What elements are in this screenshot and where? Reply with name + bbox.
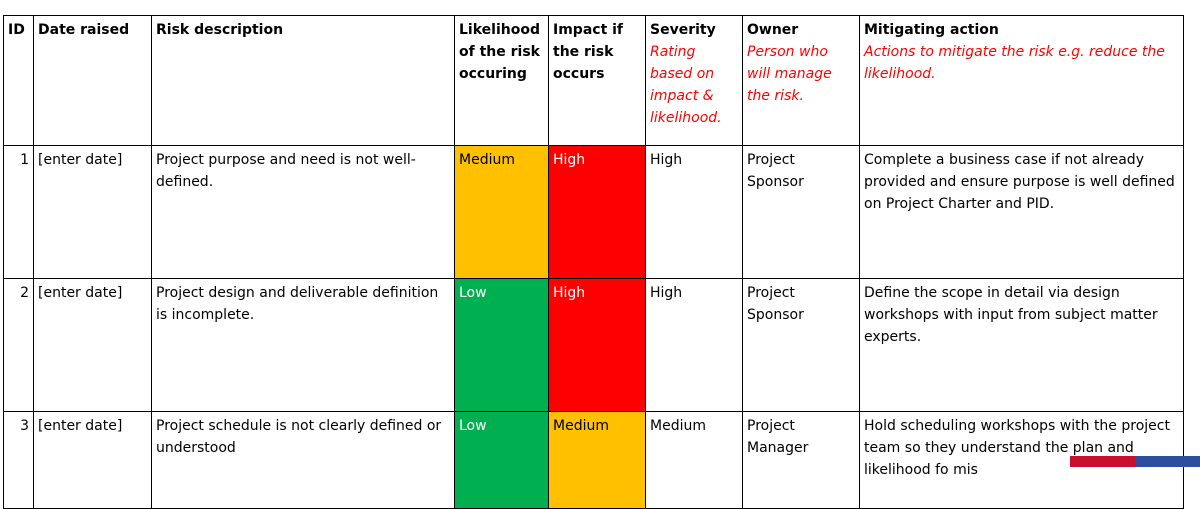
- date-raised[interactable]: [enter date]: [33, 411, 152, 509]
- owner-cell[interactable]: Project Manager: [742, 411, 860, 509]
- header-mitigating-action: Mitigating action: [864, 22, 999, 38]
- logo-red-block: [1070, 456, 1135, 467]
- table-row: 1 [enter date] Project purpose and need …: [3, 145, 1184, 279]
- header-risk-description: Risk description: [151, 15, 455, 146]
- risk-description[interactable]: Project purpose and need is not well-def…: [151, 145, 455, 279]
- header-severity-cell: Severity Rating based on impact & likeli…: [645, 15, 743, 146]
- table-row: 3 [enter date] Project schedule is not c…: [3, 411, 1184, 509]
- header-likelihood: Likelihood of the risk occuring: [454, 15, 549, 146]
- header-id: ID: [3, 15, 34, 146]
- impact-cell[interactable]: High: [548, 278, 646, 412]
- header-owner: Owner: [747, 22, 799, 38]
- header-owner-cell: Owner Person who will manage the risk.: [742, 15, 860, 146]
- likelihood-cell[interactable]: Medium: [454, 145, 549, 279]
- risk-id: 2: [3, 278, 34, 412]
- header-mitigating-cell: Mitigating action Actions to mitigate th…: [859, 15, 1184, 146]
- severity-cell: High: [645, 145, 743, 279]
- header-severity-hint: Rating based on impact & likelihood.: [650, 44, 722, 126]
- risk-id: 1: [3, 145, 34, 279]
- logo-strip: [1070, 456, 1200, 467]
- date-raised[interactable]: [enter date]: [33, 145, 152, 279]
- severity-cell: High: [645, 278, 743, 412]
- date-raised[interactable]: [enter date]: [33, 278, 152, 412]
- owner-cell[interactable]: Project Sponsor: [742, 278, 860, 412]
- risk-id: 3: [3, 411, 34, 509]
- header-row: ID Date raised Risk description Likeliho…: [3, 15, 1184, 146]
- header-owner-hint: Person who will manage the risk.: [747, 44, 832, 104]
- header-impact: Impact if the risk occurs: [548, 15, 646, 146]
- severity-cell: Medium: [645, 411, 743, 509]
- risk-description[interactable]: Project design and deliverable definitio…: [151, 278, 455, 412]
- header-mitigating-hint: Actions to mitigate the risk e.g. reduce…: [864, 44, 1165, 82]
- risk-register-table: ID Date raised Risk description Likeliho…: [3, 15, 1184, 509]
- table-row: 2 [enter date] Project design and delive…: [3, 278, 1184, 412]
- risk-description[interactable]: Project schedule is not clearly defined …: [151, 411, 455, 509]
- impact-cell[interactable]: High: [548, 145, 646, 279]
- logo-blue-block: [1135, 456, 1200, 467]
- owner-cell[interactable]: Project Sponsor: [742, 145, 860, 279]
- mitigating-action-cell[interactable]: Complete a business case if not already …: [859, 145, 1184, 279]
- impact-cell[interactable]: Medium: [548, 411, 646, 509]
- likelihood-cell[interactable]: Low: [454, 411, 549, 509]
- mitigating-action-cell[interactable]: Define the scope in detail via design wo…: [859, 278, 1184, 412]
- likelihood-cell[interactable]: Low: [454, 278, 549, 412]
- header-severity: Severity: [650, 22, 716, 38]
- header-date-raised: Date raised: [33, 15, 152, 146]
